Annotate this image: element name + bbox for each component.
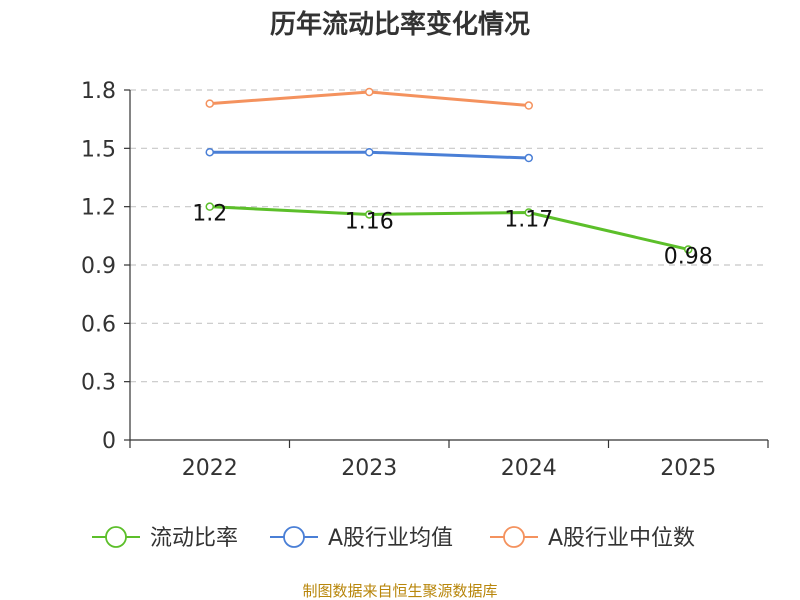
- legend-marker: [105, 526, 127, 548]
- grid-lines: [130, 89, 768, 383]
- y-tick-label: 0: [102, 429, 116, 454]
- source-note: 制图数据来自恒生聚源数据库: [302, 582, 497, 600]
- axes: 0 0.3 0.6 0.9 1.2 1.5 1.8 2022 2023 2024 2025: [81, 79, 769, 481]
- data-point: [524, 101, 533, 110]
- legend-label: A股行业均值: [328, 526, 453, 551]
- data-label: 0.98: [664, 244, 713, 269]
- data-point: [524, 153, 533, 163]
- data-point: [365, 147, 374, 157]
- y-tick-label: 1.5: [81, 137, 116, 162]
- data-point: [365, 210, 374, 219]
- x-tick-label: 2025: [660, 456, 716, 481]
- data-point: [205, 147, 214, 157]
- y-tick-label: 0.9: [81, 254, 116, 279]
- legend-marker: [503, 526, 525, 548]
- legend-label: 流动比率: [150, 526, 238, 551]
- y-tick-label: 1.8: [81, 79, 116, 104]
- chart-title: 历年流动比率变化情况: [270, 9, 530, 40]
- y-tick-label: 1.2: [81, 196, 116, 221]
- legend-marker: [283, 526, 305, 548]
- legend-label: A股行业中位数: [548, 526, 695, 551]
- data-point: [524, 208, 533, 217]
- legend: 流动比率 A股行业均值 A股行业中位数: [92, 526, 695, 551]
- data-point: [684, 245, 693, 254]
- series-group: 1.2 1.16 1.17 0.98: [192, 87, 713, 269]
- y-tick-label: 0.6: [81, 312, 116, 337]
- series-line-0: [209, 205, 689, 251]
- y-tick-label: 0.3: [81, 371, 116, 396]
- data-point: [205, 99, 214, 108]
- data-point: [365, 87, 374, 97]
- x-tick-label: 2023: [341, 456, 397, 481]
- x-tick-label: 2022: [182, 456, 238, 481]
- data-label: 1.17: [504, 208, 553, 233]
- data-label: 1.16: [345, 209, 394, 234]
- data-point: [205, 202, 214, 211]
- data-label: 1.2: [192, 202, 227, 227]
- x-tick-label: 2024: [501, 456, 557, 481]
